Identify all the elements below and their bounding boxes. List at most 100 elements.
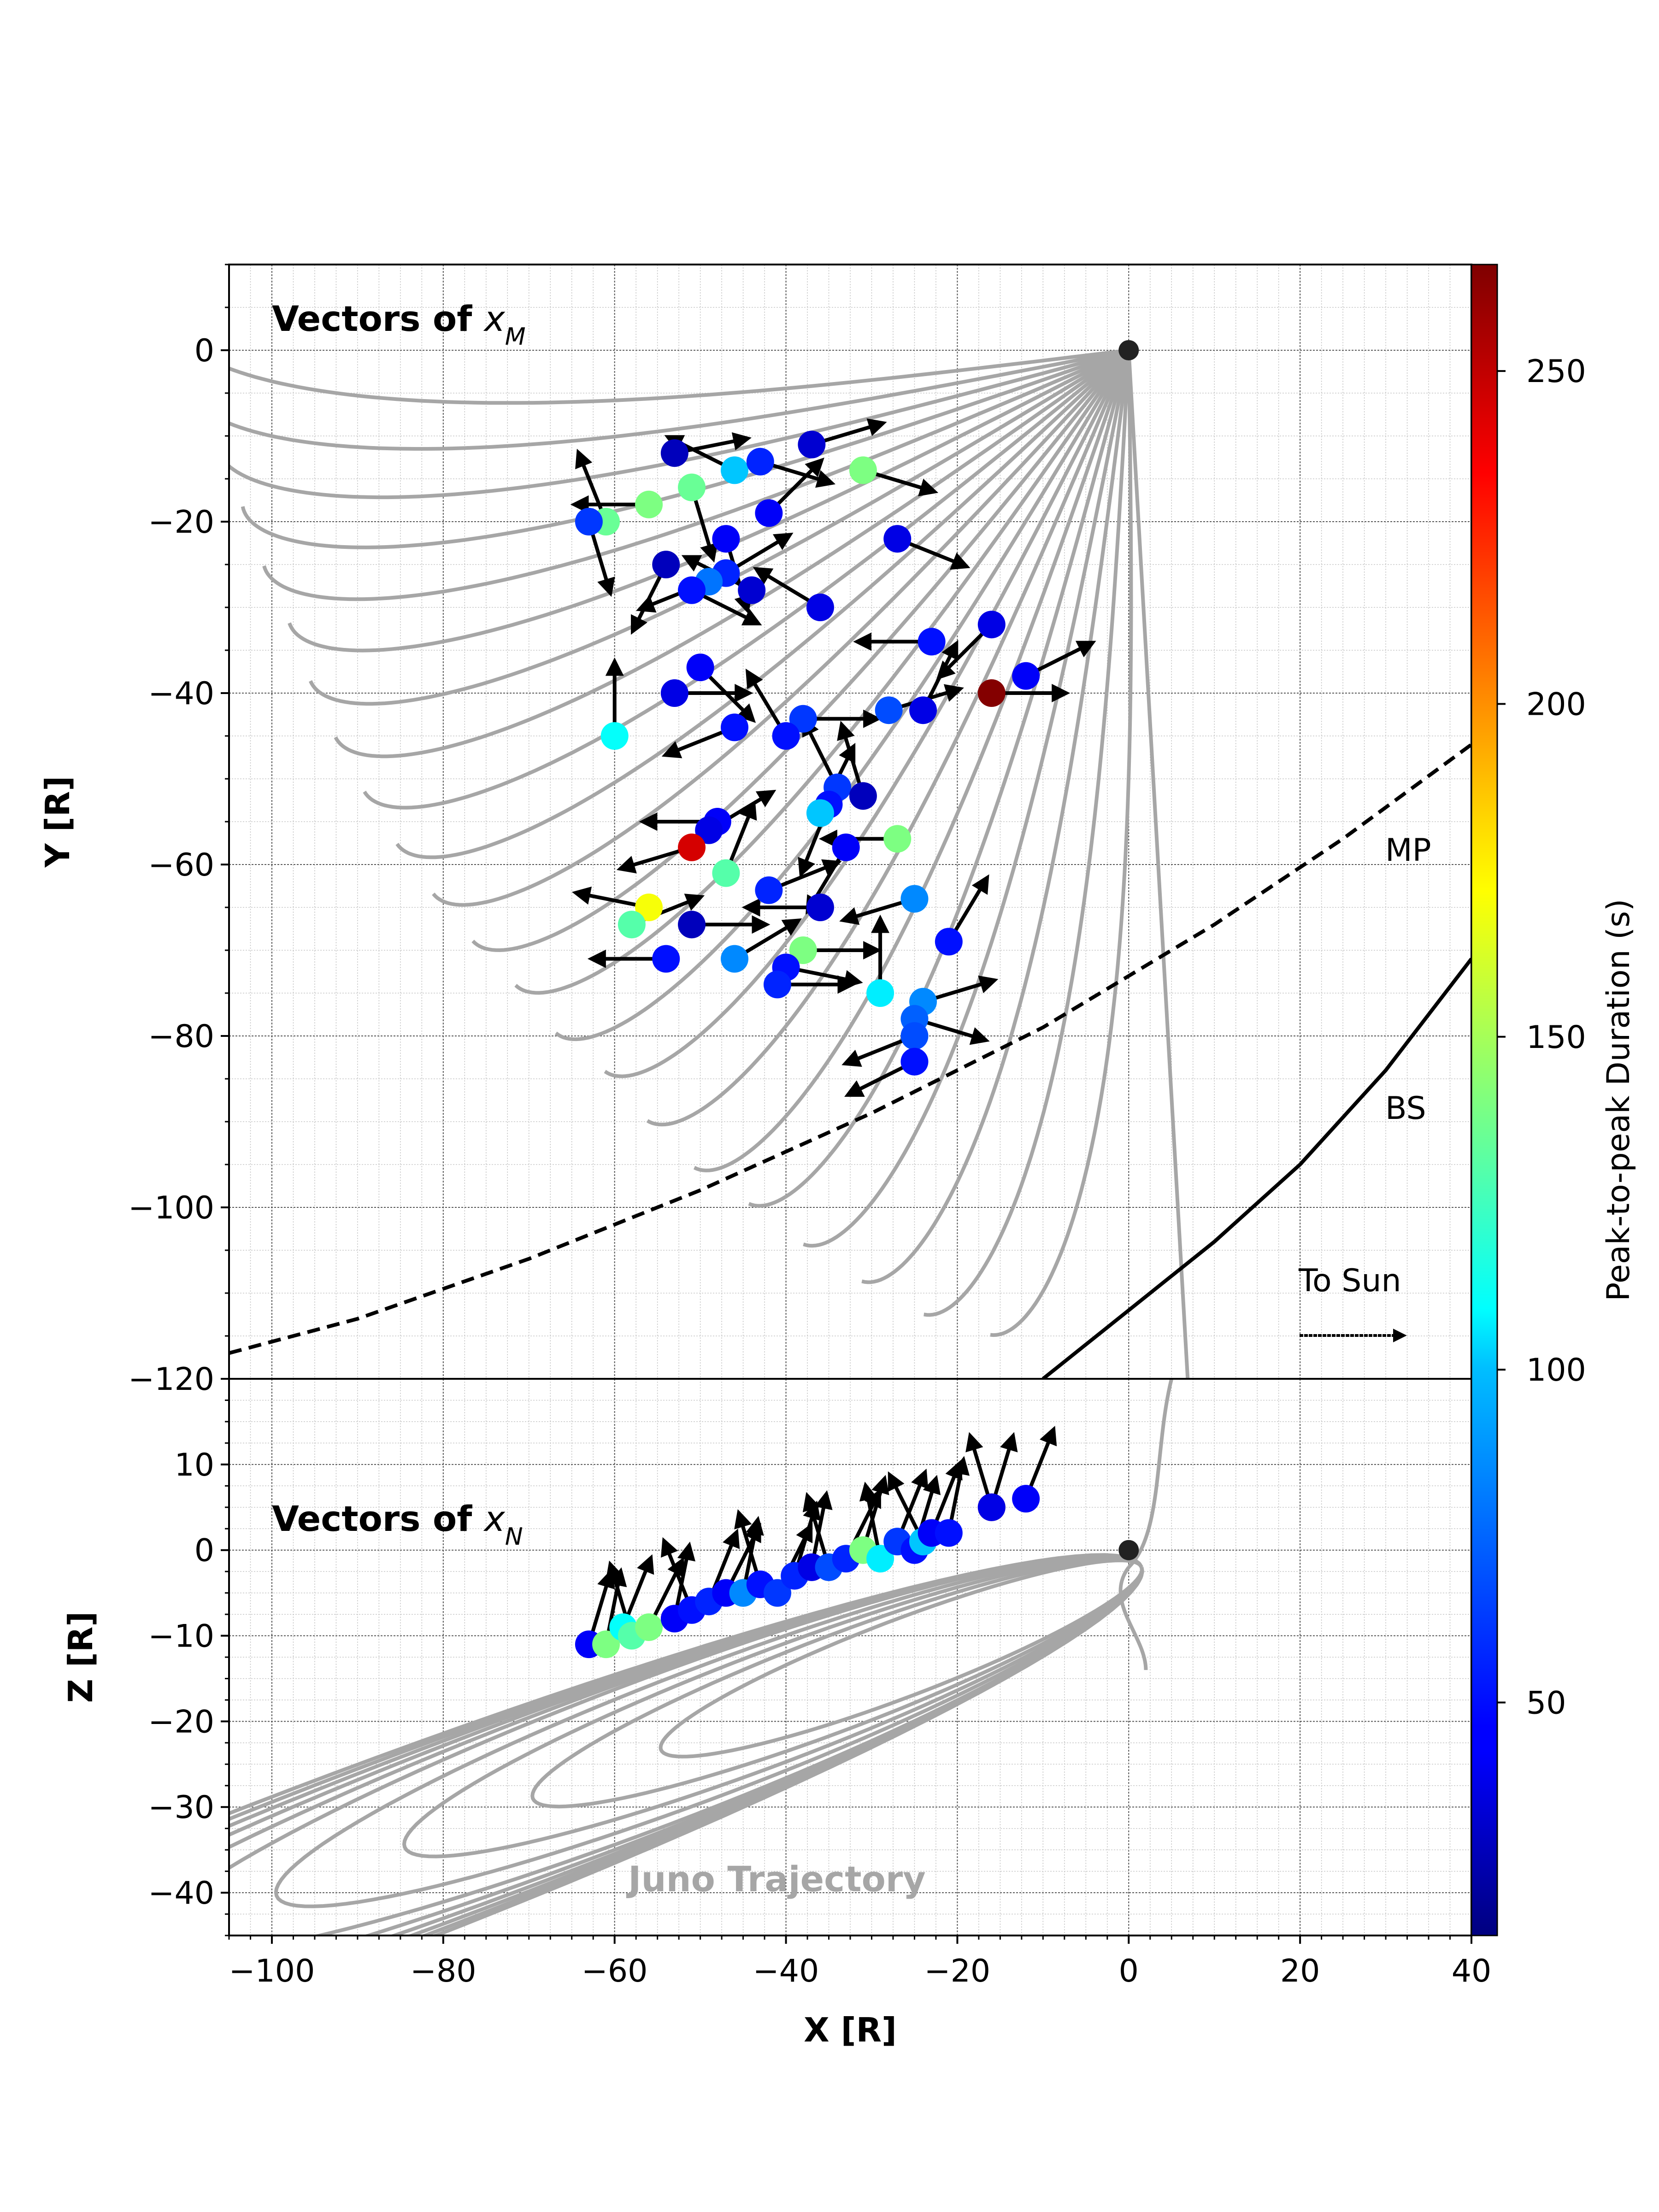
juno-trajectory-watermark: Juno Trajectory (626, 1859, 926, 1900)
top-points (575, 430, 1040, 1076)
trajectory-loop (514, 349, 1130, 995)
data-point (1012, 662, 1040, 690)
bottom-panel-title: Vectors of xN (272, 1498, 523, 1551)
y-tick-label: −100 (128, 1190, 214, 1226)
trajectory-loop (363, 348, 1130, 810)
colorbar-tick-label: 50 (1526, 1685, 1566, 1721)
data-point (900, 885, 929, 913)
data-point (763, 1579, 791, 1607)
data-point (763, 971, 791, 999)
y-tick-label: −20 (148, 504, 214, 541)
trajectory-loop (229, 348, 1130, 451)
y-tick-label: −30 (148, 1789, 214, 1826)
trajectory-loop (241, 348, 1130, 549)
data-point (755, 876, 783, 904)
data-point (678, 911, 706, 939)
data-point (678, 473, 706, 501)
data-point (652, 945, 680, 973)
trajectory-loop (229, 348, 1130, 500)
bottom-y-axis-label: Z [R] (61, 1612, 100, 1703)
bottom-grid (229, 1379, 1471, 1936)
top-y-axis-label: Y [R] (38, 776, 77, 868)
data-point (755, 499, 783, 527)
data-point (678, 833, 706, 861)
data-point (935, 1519, 963, 1547)
data-point (720, 945, 748, 973)
data-point (712, 525, 740, 553)
y-tick-label: 0 (194, 333, 214, 369)
data-point (900, 1047, 929, 1076)
trajectory-loop (229, 348, 1129, 405)
trajectory-loop (924, 350, 1131, 1317)
bottom-y-ticks: 10 0 −10 −20 −30 −40 (148, 1378, 229, 1936)
trajectory-loop (262, 348, 1130, 601)
trajectory-loop (309, 348, 1130, 706)
x-axis-label: X [R] (804, 2011, 897, 2049)
data-point (909, 696, 937, 724)
trajectory-orbit (229, 1553, 1144, 1936)
x-tick-label: −40 (753, 1953, 819, 1989)
bottom-points (575, 1485, 1040, 1659)
colorbar-label: Peak-to-peak Duration (s) (1600, 899, 1637, 1301)
top-y-ticks: 0 −20 −40 −60 −80 −100 −120 (128, 264, 229, 1398)
data-point (789, 936, 817, 964)
trajectory-loop (554, 349, 1130, 1041)
data-point (866, 1545, 894, 1573)
y-tick-label: 10 (174, 1447, 214, 1483)
bottom-trajectory (229, 1379, 1174, 1936)
data-point (592, 1630, 620, 1659)
data-point (866, 979, 894, 1007)
bottom-x-ticks: −100 −80 −60 −40 −20 0 20 40 (228, 1936, 1492, 1989)
data-point (660, 439, 688, 467)
data-point (935, 928, 963, 956)
y-tick-label: −80 (148, 1018, 214, 1055)
y-tick-label: −60 (148, 847, 214, 883)
data-point (678, 576, 706, 604)
x-tick-label: −20 (924, 1953, 991, 1989)
trajectory-loop (1127, 350, 1190, 1379)
trajectory-orbit (659, 1558, 1144, 1759)
data-point (806, 894, 834, 921)
data-point (686, 653, 714, 682)
trajectory-orbit (1118, 1566, 1148, 1670)
trajectory-orbit (530, 1557, 1144, 1809)
data-point (635, 894, 663, 921)
trajectory-orbit (274, 1554, 1144, 1908)
data-point (635, 490, 663, 518)
data-point (806, 594, 834, 621)
data-point (746, 447, 774, 476)
data-point (575, 508, 603, 535)
colorbar-tick-label: 100 (1526, 1352, 1586, 1388)
bs-label: BS (1385, 1090, 1426, 1127)
trajectory-loop (646, 349, 1130, 1127)
data-point (652, 551, 680, 578)
colorbar-ticks: 50 100 150 200 250 (1497, 353, 1586, 1721)
data-point (832, 833, 860, 861)
x-tick-label: −100 (229, 1953, 315, 1989)
x-tick-label: 40 (1452, 1953, 1492, 1989)
data-point (695, 816, 723, 844)
trajectory-loop (748, 349, 1131, 1208)
y-tick-label: −20 (148, 1704, 214, 1740)
data-point (883, 525, 912, 553)
trajectory-orbit (1127, 1379, 1174, 1569)
data-point (875, 696, 903, 724)
y-tick-label: 0 (194, 1533, 214, 1569)
boundary-bs (1041, 958, 1471, 1379)
data-point (1012, 1485, 1040, 1513)
colorbar-gradient (1471, 264, 1498, 1936)
x-tick-label: −60 (582, 1953, 648, 1989)
data-point (849, 456, 877, 484)
trajectory-loop (693, 349, 1131, 1172)
data-point (789, 705, 817, 733)
trajectory-orbit (402, 1556, 1144, 1859)
top-panel: 0 −20 −40 −60 −80 −100 −120 Vectors of xM Y [R… (38, 264, 1472, 1398)
top-panel-title: Vectors of xM (272, 298, 526, 351)
trajectory-loop (288, 348, 1130, 653)
top-boundaries (229, 743, 1471, 1379)
data-point (977, 1493, 1006, 1521)
data-point (712, 859, 740, 887)
top-trajectory (229, 348, 1190, 1379)
data-point (660, 679, 688, 707)
